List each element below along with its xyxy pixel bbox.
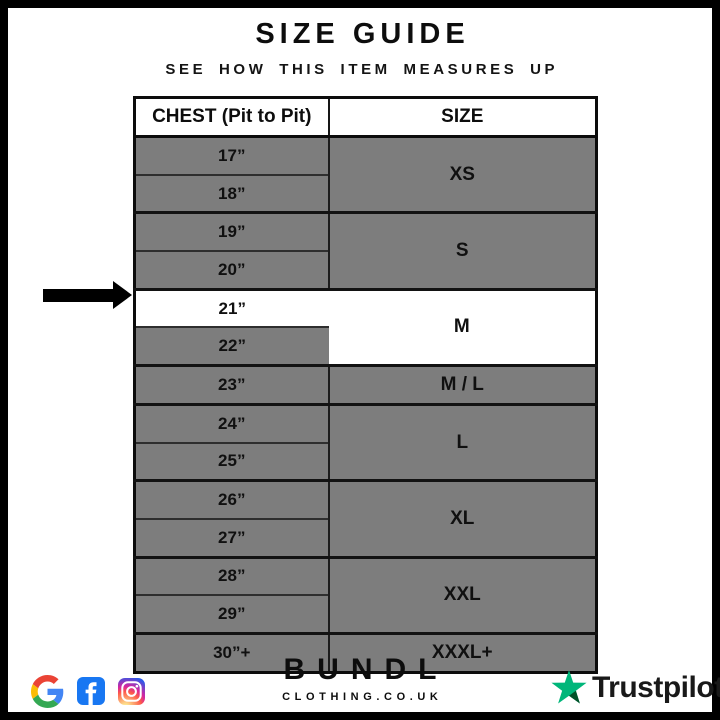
table-row: 18” bbox=[134, 173, 597, 213]
table-row: 22” bbox=[134, 326, 597, 366]
table-row: 29” bbox=[134, 594, 597, 634]
highlight-arrow-icon bbox=[43, 289, 113, 302]
chest-cell: 22” bbox=[134, 326, 329, 366]
chest-cell: 28” bbox=[134, 555, 330, 596]
chest-cell: 17” bbox=[134, 134, 330, 175]
size-cell: XXL bbox=[328, 555, 597, 634]
size-cell: M / L bbox=[328, 364, 597, 405]
table-row: 26” XL bbox=[134, 479, 597, 558]
chest-cell: 26” bbox=[134, 479, 330, 519]
brand-domain: CLOTHING.CO.UK bbox=[282, 691, 443, 703]
table-row: 20” bbox=[134, 250, 597, 290]
google-icon bbox=[31, 674, 64, 708]
table-row: 28” XXL bbox=[134, 555, 597, 634]
size-cell: XL bbox=[328, 479, 597, 558]
size-cell: L bbox=[328, 402, 597, 481]
table-row: 27” bbox=[134, 517, 597, 558]
chest-cell: 21” bbox=[134, 287, 329, 328]
table-row: 21” M bbox=[134, 287, 597, 366]
size-cell: XS bbox=[328, 134, 597, 213]
chest-cell: 25” bbox=[134, 441, 330, 481]
page-subtitle: SEE HOW THIS ITEM MEASURES UP bbox=[165, 61, 559, 78]
size-cell: XXXL+ bbox=[328, 631, 597, 673]
chest-cell: 20” bbox=[134, 250, 330, 290]
size-cell: S bbox=[328, 211, 597, 290]
table-header-row: CHEST (Pit to Pit) SIZE bbox=[134, 97, 597, 138]
brand-name: BUNDL bbox=[283, 653, 449, 686]
trustpilot-logo: Trustpilot bbox=[550, 670, 720, 706]
chest-cell: 23” bbox=[134, 364, 330, 405]
column-header-chest: CHEST (Pit to Pit) bbox=[134, 97, 330, 138]
table-row: 23” M / L bbox=[134, 364, 597, 405]
chest-cell: 30”+ bbox=[134, 631, 330, 673]
page-title: SIZE GUIDE bbox=[255, 18, 470, 50]
highlight-arrow-head-icon bbox=[113, 281, 132, 309]
brand-logo: BUNDL CLOTHING.CO.UK bbox=[8, 655, 712, 703]
chest-cell: 19” bbox=[134, 211, 330, 252]
social-icons bbox=[31, 674, 145, 708]
table-row: 19” S bbox=[134, 211, 597, 290]
table-row: 25” bbox=[134, 441, 597, 481]
table-row: 17” XS bbox=[134, 134, 597, 213]
trustpilot-label: Trustpilot bbox=[592, 671, 720, 704]
facebook-icon bbox=[77, 677, 105, 705]
size-table-body: 17” XS 18” 19” S 20” 21” M 22” 23” M / L 24” L 25” 26”… bbox=[134, 134, 597, 673]
size-table: CHEST (Pit to Pit) SIZE 17” XS 18” 19” S 20” 2… bbox=[133, 96, 598, 674]
chest-cell: 29” bbox=[134, 594, 330, 634]
chest-cell: 27” bbox=[134, 517, 330, 558]
instagram-icon bbox=[118, 677, 145, 705]
table-row: 24” L bbox=[134, 402, 597, 481]
chest-cell: 18” bbox=[134, 173, 330, 213]
column-header-size: SIZE bbox=[328, 97, 597, 138]
size-cell: M bbox=[328, 287, 597, 366]
trustpilot-star-icon bbox=[551, 670, 587, 704]
chest-cell: 24” bbox=[134, 402, 330, 443]
table-row: 30”+ XXXL+ bbox=[134, 631, 597, 673]
